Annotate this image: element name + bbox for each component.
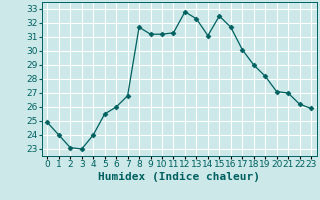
X-axis label: Humidex (Indice chaleur): Humidex (Indice chaleur) [98, 172, 260, 182]
